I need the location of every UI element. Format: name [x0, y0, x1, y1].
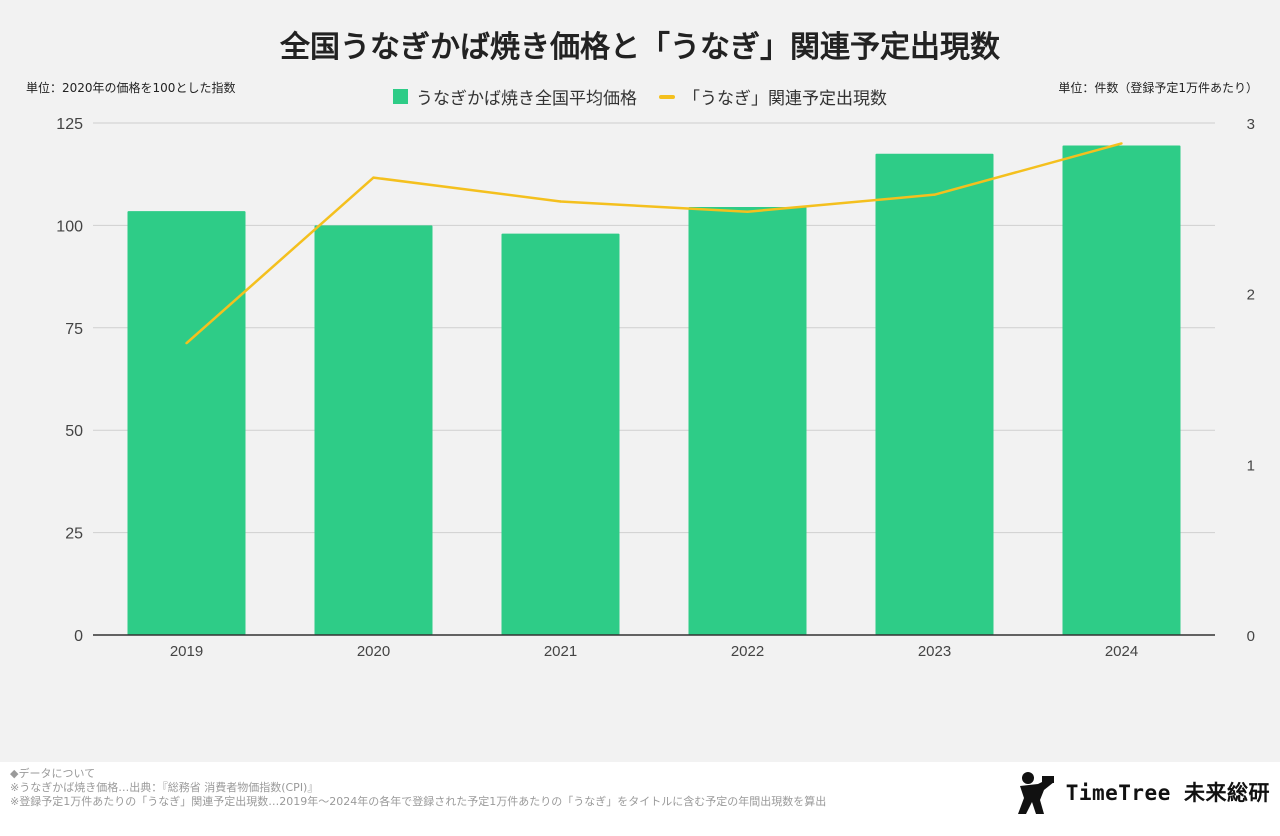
- legend-item-bar: うなぎかば焼き全国平均価格: [393, 84, 637, 109]
- left-axis-tick-label: 25: [65, 526, 83, 543]
- left-axis-tick-label: 125: [56, 116, 83, 133]
- x-axis-tick-label: 2021: [544, 643, 577, 660]
- combo-chart: 0 25 50 75 100 125 0 1 2 3 2019 2020 2021 2022 2023 202…: [56, 116, 1255, 660]
- line-point: [933, 193, 936, 196]
- legend-line-swatch: [659, 94, 675, 99]
- right-axis-tick-label: 0: [1247, 628, 1255, 645]
- legend-bar-label: うなぎかば焼き全国平均価格: [416, 89, 637, 109]
- note-line: ※うなぎかば焼き価格…出典：『総務省 消費者物価指数(CPI)』: [10, 781, 319, 794]
- x-axis-tick-label: 2024: [1105, 643, 1138, 660]
- line-point: [372, 176, 375, 179]
- bar: [688, 206, 807, 635]
- right-axis-tick-label: 3: [1247, 116, 1255, 133]
- legend-bar-swatch: [393, 89, 408, 104]
- note-line: ※登録予定1万件あたりの「うなぎ」関連予定出現数…2019年～2024年の各年で…: [10, 795, 827, 808]
- left-axis-tick-label: 100: [56, 218, 83, 235]
- x-axis-tick-label: 2019: [170, 643, 203, 660]
- series-line: [185, 142, 1122, 345]
- right-axis-unit-label: 単位：件数（登録予定1万件あたり）: [1058, 81, 1258, 95]
- line-point: [746, 210, 749, 213]
- left-axis-unit-label: 単位：2020年の価格を100とした指数: [26, 81, 236, 95]
- x-axis-tick-label: 2020: [357, 643, 390, 660]
- left-axis-tick-label: 50: [65, 423, 83, 440]
- x-axis-tick-label: 2023: [918, 643, 951, 660]
- line-point: [1120, 142, 1123, 145]
- line-point: [559, 200, 562, 203]
- line-point: [185, 341, 188, 345]
- legend-item-line: 「うなぎ」関連予定出現数: [659, 84, 887, 109]
- footer-band: [0, 762, 1280, 836]
- logo-text: TimeTree 未来総研: [1065, 781, 1270, 805]
- bar: [127, 211, 246, 635]
- left-axis-tick-label: 75: [65, 321, 83, 338]
- note-line: ◆データについて: [10, 767, 96, 780]
- timetree-logo: TimeTree 未来総研: [1016, 770, 1270, 814]
- right-axis-tick-label: 1: [1247, 457, 1255, 474]
- x-axis-tick-label: 2022: [731, 643, 764, 660]
- right-axis-tick-label: 2: [1247, 287, 1255, 304]
- bar: [314, 225, 433, 635]
- chart-legend: うなぎかば焼き全国平均価格 「うなぎ」関連予定出現数: [0, 84, 1280, 109]
- legend-line-label: 「うなぎ」関連予定出現数: [683, 89, 887, 109]
- data-notes: ◆データについて ※うなぎかば焼き価格…出典：『総務省 消費者物価指数(CPI)…: [10, 767, 826, 809]
- bar: [501, 233, 620, 636]
- bar: [875, 153, 994, 635]
- left-axis-tick-label: 0: [74, 628, 83, 645]
- chart-title: 全国うなぎかば焼き価格と「うなぎ」関連予定出現数: [280, 30, 1000, 65]
- bar: [1062, 145, 1181, 635]
- photographer-icon: [1017, 772, 1054, 814]
